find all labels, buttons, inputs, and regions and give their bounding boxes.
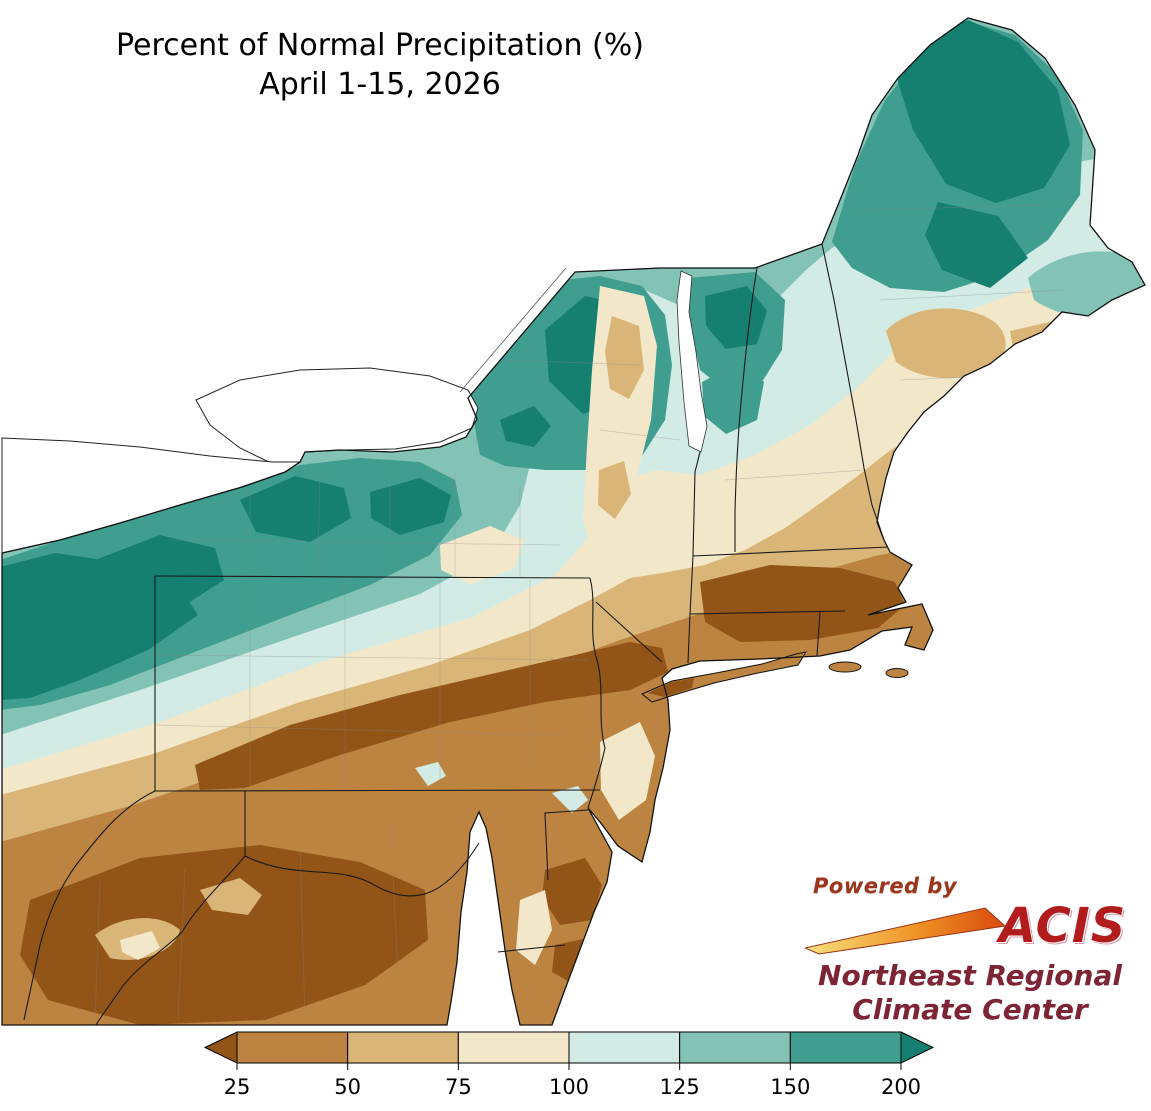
island-outline — [885, 668, 909, 678]
lake-champlain — [676, 270, 708, 453]
contour-region — [240, 476, 351, 542]
contour-region — [598, 461, 631, 519]
st-lawrence-river — [459, 267, 567, 393]
org-name-line1: Northeast Regional — [818, 959, 1122, 992]
colorbar-label: 25 — [224, 1075, 251, 1099]
colorbar-segment — [789, 1031, 902, 1064]
contour-region — [20, 845, 428, 1025]
long-island-outline — [641, 651, 808, 703]
acis-logo: Powered by ACIS Northeast Regional Clima… — [795, 874, 1145, 1026]
colorbar-segment — [568, 1031, 681, 1064]
contour-region — [370, 478, 451, 535]
contour-region — [886, 308, 1006, 379]
coastline-outline — [1, 17, 1146, 1026]
contour-region — [195, 642, 668, 790]
contour-region — [600, 722, 655, 820]
contour-region — [605, 316, 644, 399]
colorbar-label: 150 — [770, 1075, 810, 1099]
colorbar-segment — [347, 1031, 459, 1064]
colorbar-arrow-right — [900, 1031, 935, 1064]
title-line2: April 1-15, 2026 — [259, 67, 501, 102]
contour-region — [415, 762, 446, 786]
contour-region — [440, 526, 524, 584]
colorbar-label: 125 — [660, 1075, 700, 1099]
colorbar: 25 50 75 100 125 150 200 — [203, 1031, 935, 1099]
contour-region — [700, 565, 905, 642]
contour-region — [500, 406, 551, 447]
colorbar-label: 50 — [334, 1075, 361, 1099]
acis-arrow-icon — [805, 907, 1007, 955]
state-borders — [23, 243, 889, 1026]
contour-region — [200, 878, 262, 915]
contour-region — [925, 202, 1028, 288]
contour-region — [702, 362, 764, 434]
powered-by-text: Powered by — [813, 874, 958, 898]
title-line1: Percent of Normal Precipitation (%) — [116, 28, 644, 63]
colorbar-segment — [457, 1031, 570, 1064]
acis-brand-text: ACIS — [999, 898, 1127, 954]
contour-region — [898, 20, 1070, 203]
contour-region — [120, 931, 160, 960]
county-borders — [94, 204, 1081, 1021]
contour-region — [552, 786, 588, 813]
org-name-line2: Climate Center — [852, 993, 1088, 1027]
island-outline — [828, 661, 862, 673]
colorbar-ticks — [236, 1063, 902, 1070]
contour-region — [516, 890, 552, 965]
colorbar-label: 100 — [549, 1075, 589, 1099]
acis-arrow-wrap: ACIS — [795, 898, 1145, 958]
contour-region — [94, 535, 224, 605]
contour-region — [648, 678, 694, 697]
colorbar-label: 75 — [445, 1075, 472, 1099]
colorbar-label: 200 — [881, 1075, 921, 1099]
map-title: Percent of Normal Precipitation (%) Apri… — [30, 26, 730, 104]
contour-region — [542, 858, 602, 925]
colorbar-segment — [679, 1031, 791, 1064]
colorbar-segment — [236, 1031, 349, 1064]
